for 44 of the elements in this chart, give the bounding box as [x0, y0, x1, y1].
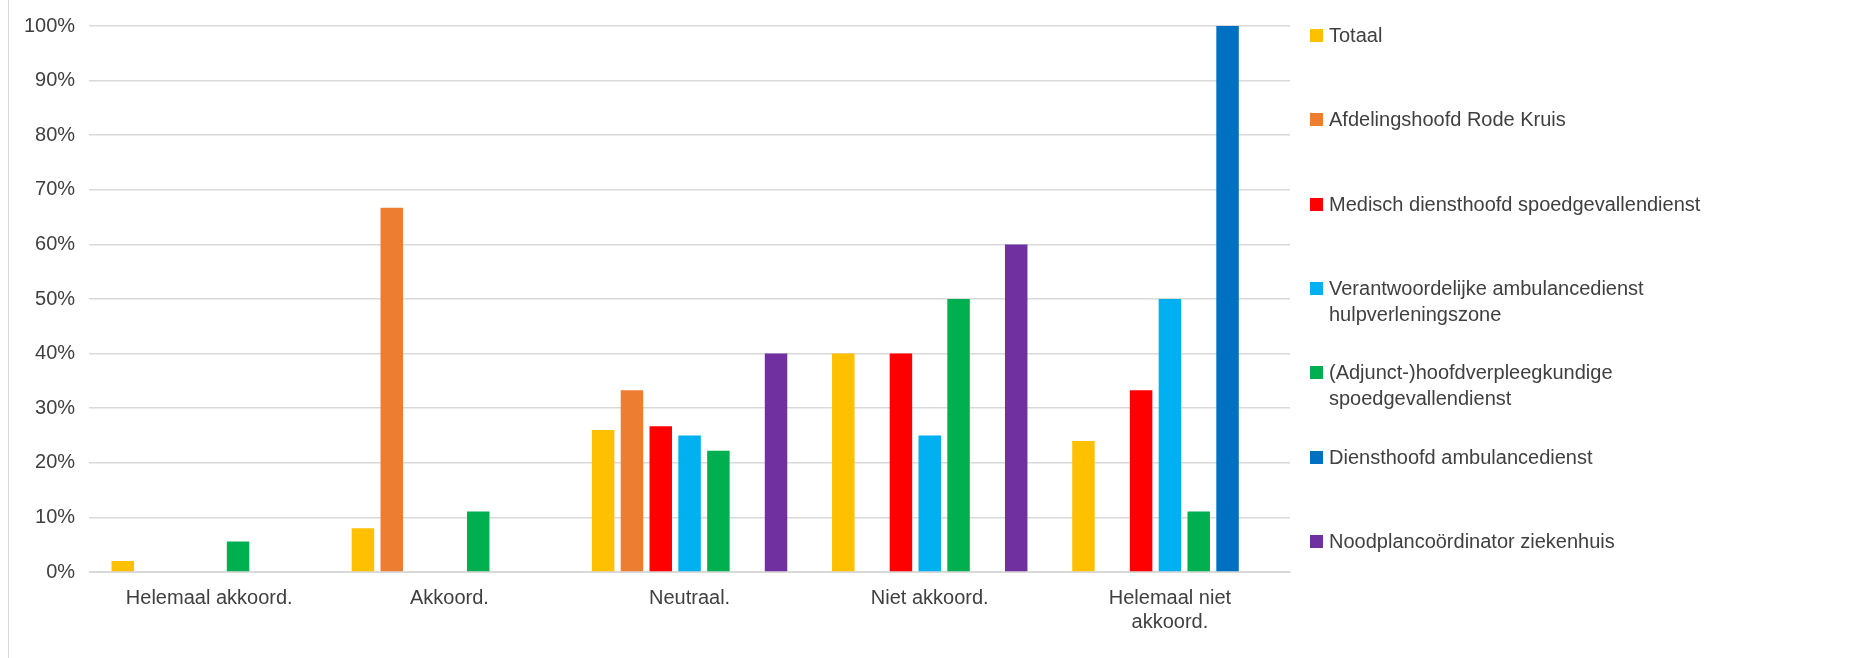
y-tick-label: 100% — [24, 13, 76, 36]
bar — [832, 353, 855, 572]
bar — [1158, 299, 1182, 572]
x-tick-label: Akkoord. — [409, 585, 489, 608]
bar — [707, 450, 730, 572]
bar — [1129, 390, 1153, 572]
y-tick-label: 60% — [35, 231, 76, 254]
bar — [380, 207, 404, 572]
legend-label: Afdelingshoofd Rode Kruis — [1329, 107, 1567, 133]
y-tick-label: 30% — [35, 395, 76, 418]
bar — [1187, 511, 1210, 572]
y-tick-label: 0% — [46, 559, 76, 582]
y-tick-label: 10% — [35, 504, 76, 527]
bar — [111, 561, 135, 572]
y-tick-label: 20% — [35, 450, 76, 473]
bar — [889, 353, 913, 572]
bar — [918, 435, 941, 572]
bar — [1004, 244, 1028, 572]
legend-label: Medisch diensthoofd spoedgevallendienst — [1329, 191, 1702, 217]
bar — [620, 390, 644, 572]
bar — [947, 299, 970, 572]
legend-label: Totaal — [1329, 23, 1384, 48]
y-tick-label: 90% — [35, 68, 76, 91]
legend-label: Diensthoofd ambulancedienst — [1329, 444, 1594, 470]
legend-label: (Adjunct-)hoofdverpleegkundige spoedgevallendienst — [1329, 360, 1614, 412]
bar — [591, 430, 615, 572]
bar — [226, 541, 250, 572]
y-tick-label: 80% — [35, 122, 76, 145]
y-tick-label: 50% — [35, 286, 76, 309]
bar — [1072, 440, 1095, 572]
bar — [466, 511, 490, 572]
legend-label: Noodplancoördinator ziekenhuis — [1329, 528, 1616, 554]
x-tick-label: Niet akkoord. — [870, 585, 989, 608]
x-tick-label: Helemaal akkoord. — [125, 585, 293, 608]
bar — [649, 426, 672, 572]
x-tick-label: Neutraal. — [649, 585, 731, 608]
bar — [764, 353, 788, 572]
bar — [678, 435, 701, 572]
x-tick-label: Helemaal niet akkoord. — [1108, 585, 1232, 632]
y-tick-label: 70% — [35, 177, 76, 200]
legend-label: Verantwoordelijke ambulancedienst hulpverleningszone — [1329, 276, 1645, 327]
bar — [351, 528, 375, 572]
bar — [1216, 26, 1239, 572]
y-tick-label: 40% — [35, 341, 76, 364]
